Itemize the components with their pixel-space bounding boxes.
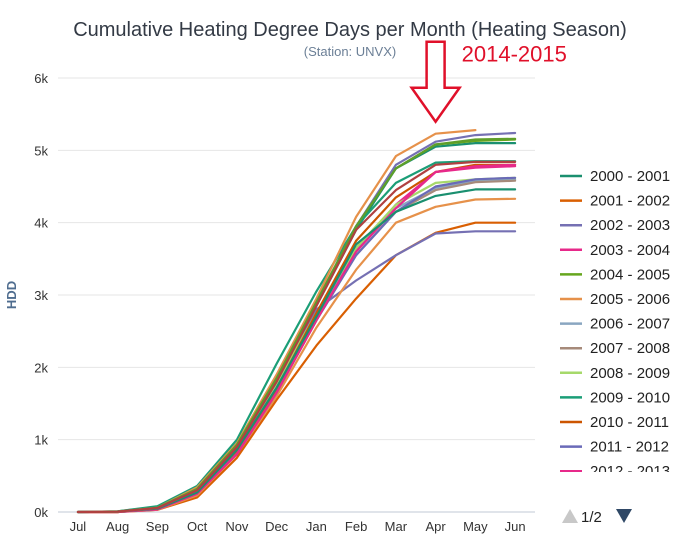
x-tick-label: Mar: [385, 519, 408, 534]
legend-label: 2009 - 2010: [590, 389, 670, 406]
legend-item[interactable]: 2012 - 2013: [560, 463, 670, 480]
triangle-up-icon[interactable]: [562, 509, 578, 523]
chart-subtitle: (Station: UNVX): [304, 44, 396, 59]
legend-label: 2002 - 2003: [590, 217, 670, 234]
legend-item[interactable]: 2000 - 2001: [560, 168, 670, 185]
series-line[interactable]: [76, 131, 517, 514]
series-line[interactable]: [76, 160, 517, 514]
legend-item[interactable]: 2003 - 2004: [560, 242, 670, 259]
chart-title: Cumulative Heating Degree Days per Month…: [73, 19, 627, 41]
x-tick-label: Oct: [187, 519, 208, 534]
x-axis-ticks: Jul Aug Sep Oct Nov Dec Jan Feb Mar Apr May Jun: [70, 519, 526, 534]
series-lines: [76, 129, 517, 514]
legend-label: 2007 - 2008: [590, 340, 670, 357]
y-tick-label: 2k: [34, 360, 48, 375]
legend-label: 2012 - 2013: [590, 463, 670, 480]
y-tick-label: 6k: [34, 71, 48, 86]
x-tick-label: Aug: [106, 519, 129, 534]
legend-item[interactable]: 2007 - 2008: [560, 340, 670, 357]
annotation: 2014-2015: [409, 40, 567, 124]
legend-label: 2010 - 2011: [590, 414, 669, 431]
x-tick-label: May: [463, 519, 488, 534]
legend-item[interactable]: 2013 - 2014: [560, 488, 670, 505]
legend-label: 2004 - 2005: [590, 266, 670, 283]
legend-label: 2005 - 2006: [590, 291, 670, 308]
legend-pager[interactable]: 1/2: [562, 509, 632, 526]
legend-item[interactable]: 2004 - 2005: [560, 266, 670, 283]
legend-item[interactable]: 2001 - 2002: [560, 193, 670, 210]
legend-item[interactable]: 2006 - 2007: [560, 316, 670, 333]
legend-label: 2008 - 2009: [590, 365, 670, 382]
legend-item[interactable]: 2010 - 2011: [560, 414, 669, 431]
y-tick-label: 3k: [34, 288, 48, 303]
x-tick-label: Jul: [70, 519, 87, 534]
series-line[interactable]: [76, 160, 517, 514]
x-tick-label: Feb: [345, 519, 367, 534]
x-tick-label: Jan: [306, 519, 327, 534]
legend-item[interactable]: 2005 - 2006: [560, 291, 670, 308]
legend-item[interactable]: 2002 - 2003: [560, 217, 670, 234]
legend-label: 2001 - 2002: [590, 193, 670, 210]
y-axis-ticks: 0k 1k 2k 3k 4k 5k 6k: [34, 71, 48, 520]
legend-label: 2003 - 2004: [590, 242, 670, 259]
legend-label: 2000 - 2001: [590, 168, 670, 185]
legend-label: 2011 - 2012: [590, 439, 669, 456]
legend-label: 2013 - 2014: [590, 488, 670, 505]
y-tick-label: 0k: [34, 505, 48, 520]
legend-page-label: 1/2: [581, 509, 602, 526]
gridlines: [58, 77, 535, 513]
legend-item[interactable]: 2008 - 2009: [560, 365, 670, 382]
y-tick-label: 5k: [34, 143, 48, 158]
legend-item[interactable]: 2011 - 2012: [560, 439, 669, 456]
x-tick-label: Nov: [225, 519, 249, 534]
series-line[interactable]: [76, 188, 517, 514]
annotation-arrow: [409, 40, 463, 124]
annotation-label: 2014-2015: [462, 42, 567, 67]
legend-item[interactable]: 2009 - 2010: [560, 389, 670, 406]
x-tick-label: Sep: [146, 519, 169, 534]
y-axis-label: HDD: [4, 281, 19, 309]
x-tick-label: Dec: [265, 519, 289, 534]
triangle-down-icon[interactable]: [616, 509, 632, 523]
legend[interactable]: 2000 - 2001 2001 - 2002 2002 - 2003 2003 - …: [560, 168, 670, 505]
y-tick-label: 4k: [34, 216, 48, 231]
y-tick-label: 1k: [34, 433, 48, 448]
legend-label: 2006 - 2007: [590, 316, 670, 333]
x-tick-label: Jun: [505, 519, 526, 534]
x-tick-label: Apr: [426, 519, 447, 534]
